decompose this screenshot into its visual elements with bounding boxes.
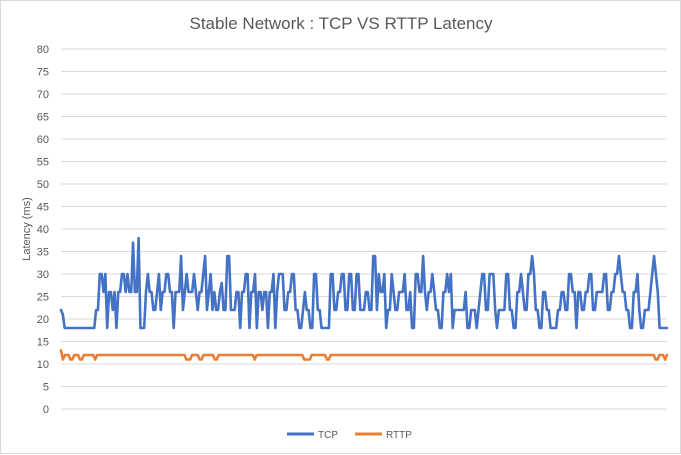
legend: TCP RTTP xyxy=(287,430,412,441)
y-tick-label: 45 xyxy=(37,202,49,214)
y-tick-label: 55 xyxy=(37,157,49,169)
legend-label-rttp: RTTP xyxy=(386,430,412,441)
y-tick-label: 80 xyxy=(37,44,49,56)
y-tick-label: 65 xyxy=(37,112,49,124)
y-axis-title: Latency (ms) xyxy=(21,197,33,261)
y-tick-label: 25 xyxy=(37,292,49,304)
y-tick-label: 35 xyxy=(37,247,49,259)
y-tick-label: 50 xyxy=(37,179,49,191)
series-line-tcp xyxy=(59,236,669,330)
y-tick-label: 75 xyxy=(37,67,49,79)
y-tick-label: 40 xyxy=(37,224,49,236)
y-tick-label: 30 xyxy=(37,269,49,281)
series-lines xyxy=(59,236,669,361)
y-tick-label: 60 xyxy=(37,134,49,146)
chart-title: Stable Network : TCP VS RTTP Latency xyxy=(190,14,493,33)
y-tick-label: 0 xyxy=(43,404,49,416)
y-tick-label: 20 xyxy=(37,314,49,326)
y-tick-label: 5 xyxy=(43,382,49,394)
y-axis-ticks: 0 5 10 15 20 25 30 35 40 45 50 55 60 65 70 75 80 xyxy=(37,44,49,416)
series-line-rttp xyxy=(59,349,669,361)
y-tick-label: 15 xyxy=(37,337,49,349)
y-tick-label: 70 xyxy=(37,89,49,101)
legend-label-tcp: TCP xyxy=(318,430,338,441)
y-tick-label: 10 xyxy=(37,359,49,371)
